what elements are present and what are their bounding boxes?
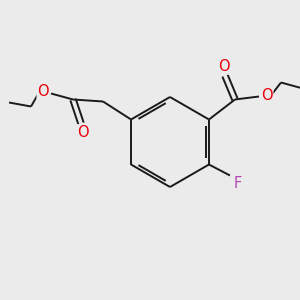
Text: O: O (218, 59, 230, 74)
Text: O: O (261, 88, 273, 103)
Text: O: O (77, 125, 89, 140)
Text: F: F (234, 176, 242, 191)
Text: O: O (37, 84, 49, 99)
